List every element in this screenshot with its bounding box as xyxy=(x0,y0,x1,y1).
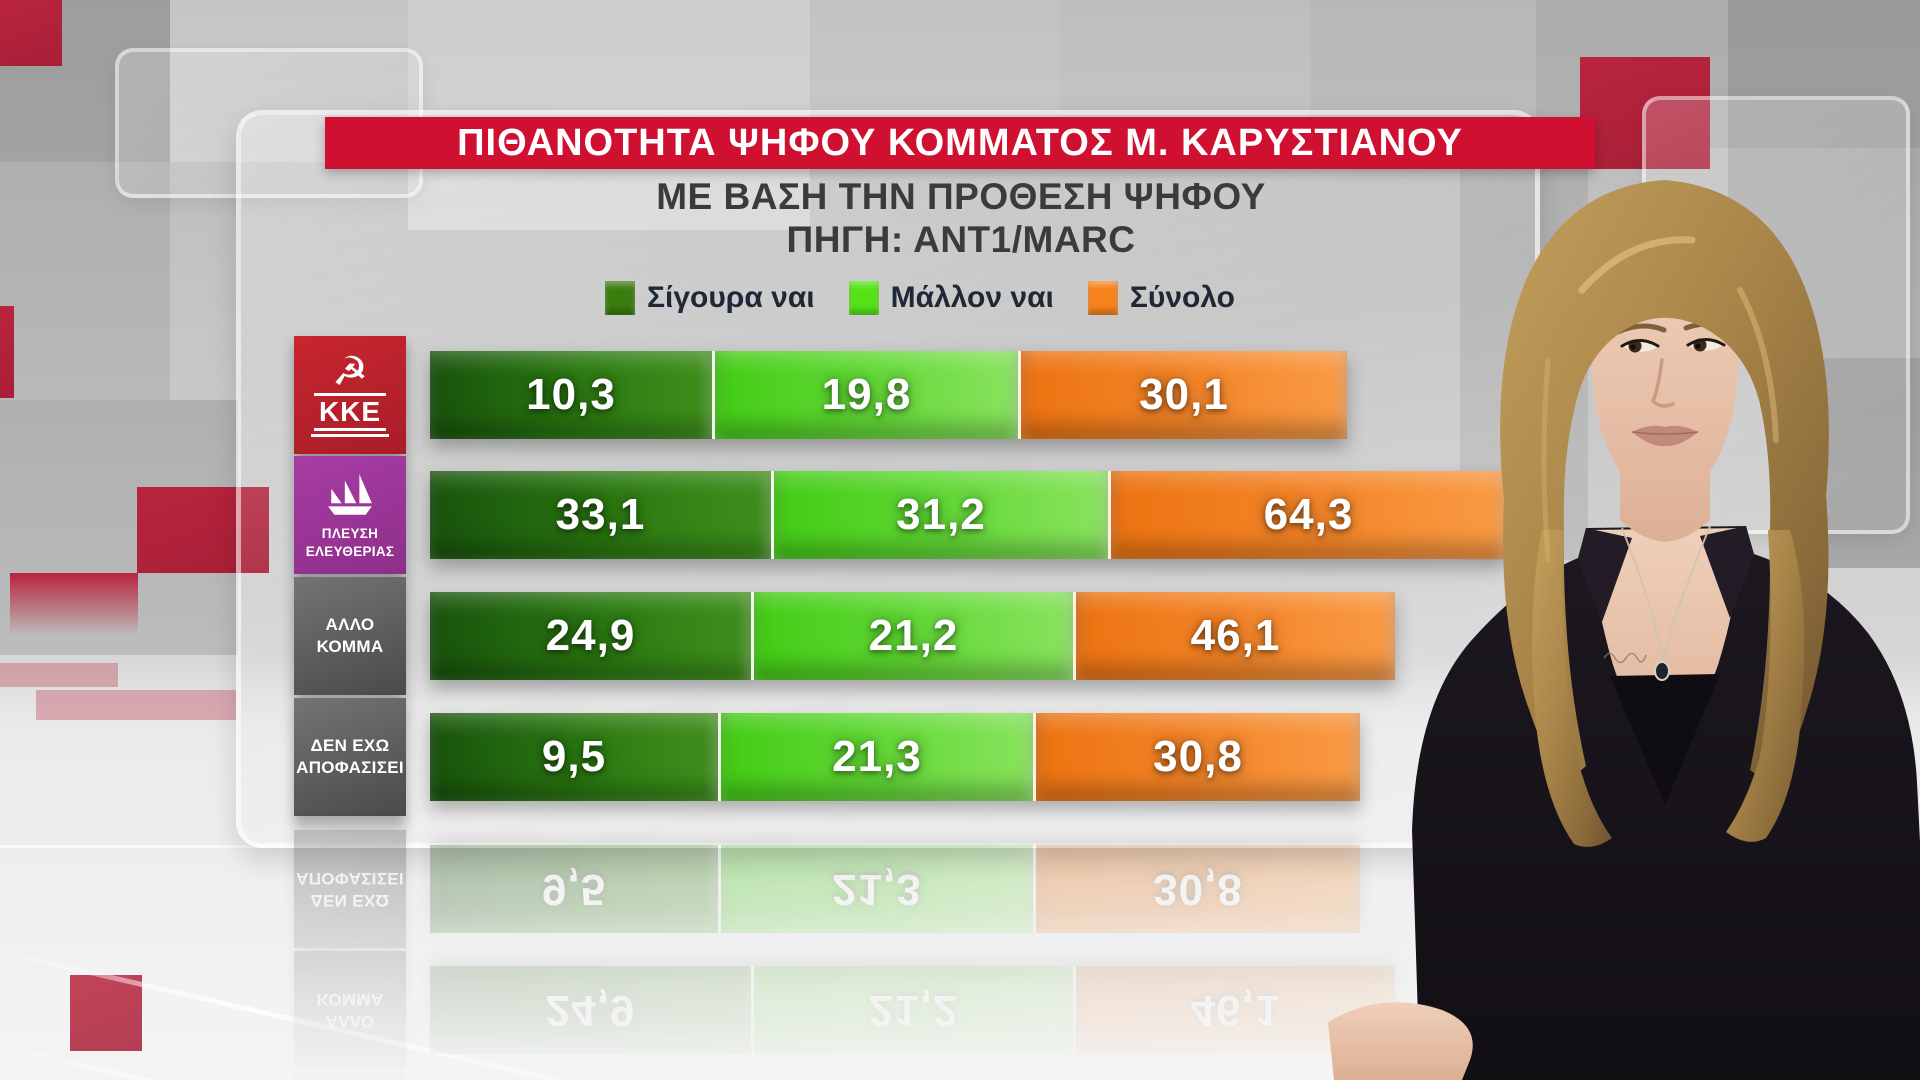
legend-label: Μάλλον ναι xyxy=(890,281,1054,314)
background-tile xyxy=(408,0,810,230)
red-tile xyxy=(137,487,269,573)
legend-swatch-light-green xyxy=(848,281,879,315)
red-tile-reflection xyxy=(0,663,118,687)
subtitle-line1-zone: ΜΕ ΒΑΣΗ ΤΗΝ ΠΡΟΘΕΣΗ ΨΗΦΟΥ xyxy=(330,176,1592,218)
tattoo xyxy=(1603,652,1647,664)
hand xyxy=(1328,1002,1473,1080)
legend-swatch-dark-green xyxy=(605,281,635,315)
background-tile xyxy=(810,0,1060,120)
background-tile xyxy=(1728,0,1920,148)
person-photo xyxy=(1328,180,1920,1080)
eyelash-right xyxy=(1686,338,1726,347)
legend-item-total: Σύνολο xyxy=(1087,281,1235,315)
red-tile xyxy=(0,306,14,398)
hair-strand-left xyxy=(1532,530,1612,847)
legend-label: Σύνολο xyxy=(1129,281,1235,314)
red-tile-reflection xyxy=(36,690,236,720)
pupil-right xyxy=(1695,343,1701,349)
legend-label: Σίγουρα ναι xyxy=(647,281,815,314)
hair-highlight xyxy=(1541,357,1551,563)
subtitle-line2-zone: ΠΗΓΗ: ΑΝΤ1/MARC xyxy=(330,219,1592,261)
legend-item-probably: Μάλλον ναι xyxy=(848,281,1054,315)
lapel-right xyxy=(1700,526,1754,618)
lips xyxy=(1632,425,1698,447)
hair-strand-right xyxy=(1726,530,1805,842)
blouse xyxy=(1610,674,1720,805)
red-tile xyxy=(0,0,62,66)
red-tile xyxy=(10,573,138,635)
red-tile xyxy=(70,975,142,1051)
hair-highlight xyxy=(1737,287,1779,443)
hair xyxy=(1500,180,1829,780)
subtitle-basis: ΜΕ ΒΑΣΗ ΤΗΝ ΠΡΟΘΕΣΗ ΨΗΦΟΥ xyxy=(656,176,1266,217)
chest xyxy=(1588,528,1744,782)
pupil-left xyxy=(1630,344,1636,350)
subtitle-source: ΠΗΓΗ: ΑΝΤ1/MARC xyxy=(786,219,1136,260)
nose xyxy=(1650,358,1675,408)
lapel-left xyxy=(1578,528,1632,622)
face xyxy=(1592,262,1738,542)
lip-line xyxy=(1631,431,1699,435)
legend-swatch-orange xyxy=(1087,281,1118,315)
necklace-chain xyxy=(1621,525,1711,663)
legend: Σίγουρα ναι Μάλλον ναι Σύνολο xyxy=(330,281,1510,315)
title-banner: ΠΙΘΑΝΟΤΗΤΑ ΨΗΦΟΥ ΚΟΜΜΑΤΟΣ Μ. ΚΑΡΥΣΤΙΑΝΟΥ xyxy=(325,117,1595,169)
necklace-pendant xyxy=(1654,661,1670,681)
background-tile xyxy=(1060,0,1310,118)
legend-item-sure: Σίγουρα ναι xyxy=(605,281,815,315)
background-tile xyxy=(0,162,170,400)
eyelash-left xyxy=(1620,339,1660,348)
page-title: ΠΙΘΑΝΟΤΗΤΑ ΨΗΦΟΥ ΚΟΜΜΑΤΟΣ Μ. ΚΑΡΥΣΤΙΑΝΟΥ xyxy=(457,121,1463,164)
hair-highlight xyxy=(1578,236,1696,294)
